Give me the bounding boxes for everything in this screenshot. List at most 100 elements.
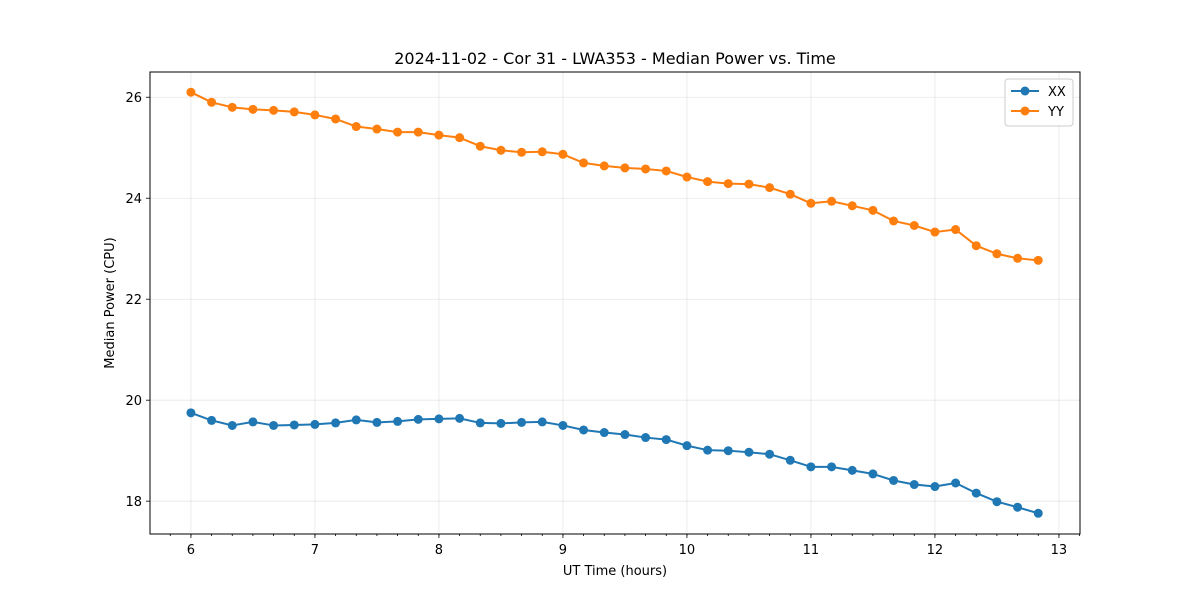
x-tick-label: 9 <box>559 543 567 558</box>
data-point-xx <box>558 420 568 430</box>
legend-swatch-marker <box>1020 106 1030 116</box>
data-point-yy <box>765 183 775 193</box>
y-tick-label: 18 <box>125 495 142 510</box>
data-point-yy <box>537 147 547 157</box>
y-tick-label: 22 <box>125 293 142 308</box>
x-tick-label: 12 <box>927 543 944 558</box>
data-point-yy <box>331 114 341 124</box>
x-tick-label: 13 <box>1051 543 1068 558</box>
x-tick-label: 6 <box>187 543 195 558</box>
data-point-yy <box>186 87 196 97</box>
data-point-yy <box>806 198 816 208</box>
data-point-yy <box>434 130 444 140</box>
data-point-xx <box>785 455 795 465</box>
data-point-yy <box>269 105 279 115</box>
chart-title: 2024-11-02 - Cor 31 - LWA353 - Median Po… <box>394 49 836 68</box>
data-point-yy <box>909 221 919 230</box>
data-point-yy <box>579 158 589 168</box>
x-tick-label: 7 <box>311 543 319 558</box>
x-axis-label: UT Time (hours) <box>563 564 667 579</box>
data-point-xx <box>475 418 485 428</box>
x-tick-label: 11 <box>803 543 820 558</box>
data-point-xx <box>537 417 547 427</box>
data-point-xx <box>682 441 692 451</box>
x-tick-label: 8 <box>435 543 443 558</box>
data-point-xx <box>930 482 940 492</box>
data-point-xx <box>868 469 878 479</box>
data-point-xx <box>909 480 919 490</box>
data-point-xx <box>289 420 299 430</box>
data-point-yy <box>227 102 237 112</box>
data-point-yy <box>620 163 630 173</box>
data-point-xx <box>434 414 444 424</box>
data-point-xx <box>413 414 423 424</box>
data-point-yy <box>372 124 382 134</box>
legend-label: XX <box>1048 85 1066 100</box>
data-point-xx <box>517 417 527 427</box>
data-point-xx <box>186 408 196 418</box>
data-point-xx <box>971 488 981 498</box>
axes-frame <box>149 71 1081 535</box>
data-point-yy <box>599 161 609 171</box>
data-point-yy <box>661 166 671 176</box>
data-point-xx <box>1013 502 1023 512</box>
data-point-yy <box>289 107 299 117</box>
data-point-xx <box>847 465 857 475</box>
data-point-xx <box>372 417 382 427</box>
data-point-xx <box>1033 508 1043 518</box>
data-point-yy <box>723 179 733 189</box>
y-tick-label: 20 <box>125 394 142 409</box>
data-point-xx <box>806 462 816 472</box>
data-point-xx <box>599 428 609 438</box>
data-point-yy <box>1033 255 1043 265</box>
data-point-yy <box>517 147 527 157</box>
data-point-yy <box>744 179 754 189</box>
y-axis-label: Median Power (CPU) <box>103 237 118 368</box>
data-point-xx <box>310 419 320 429</box>
y-tick-label: 24 <box>125 192 142 207</box>
x-tick-label: 10 <box>679 543 696 558</box>
data-point-xx <box>496 418 506 428</box>
data-point-xx <box>641 433 651 443</box>
data-point-xx <box>827 462 837 472</box>
y-tick-label: 26 <box>125 91 142 106</box>
data-point-xx <box>889 475 899 485</box>
data-point-yy <box>393 127 403 137</box>
data-point-xx <box>579 425 589 435</box>
data-point-yy <box>868 205 878 215</box>
legend: XX YY <box>1004 78 1074 127</box>
data-point-xx <box>620 430 630 440</box>
data-point-xx <box>331 418 341 428</box>
data-point-xx <box>455 413 465 423</box>
data-point-xx <box>744 447 754 457</box>
data-point-yy <box>703 177 713 187</box>
legend-label: YY <box>1047 105 1064 120</box>
data-point-yy <box>827 196 837 206</box>
data-point-xx <box>207 415 217 425</box>
data-point-yy <box>951 225 961 235</box>
data-point-yy <box>413 127 423 137</box>
data-point-xx <box>351 415 361 425</box>
data-point-xx <box>248 417 258 427</box>
data-point-yy <box>248 104 258 114</box>
data-point-yy <box>475 141 485 151</box>
data-point-yy <box>558 149 568 159</box>
data-point-yy <box>785 189 795 199</box>
data-point-yy <box>351 122 361 132</box>
plot-area: 6 7 8 9 10 11 12 13 18 20 22 24 26 <box>125 71 1081 558</box>
data-point-xx <box>765 449 775 459</box>
data-point-yy <box>207 97 217 107</box>
data-point-xx <box>227 420 237 430</box>
data-point-yy <box>930 227 940 237</box>
data-point-xx <box>269 420 279 430</box>
data-point-yy <box>1013 253 1023 263</box>
data-point-yy <box>496 145 506 155</box>
data-point-xx <box>393 416 403 426</box>
data-point-xx <box>703 445 713 455</box>
data-point-yy <box>889 216 899 226</box>
data-point-yy <box>992 249 1002 259</box>
data-point-xx <box>723 446 733 456</box>
data-point-xx <box>951 478 961 488</box>
data-point-yy <box>682 172 692 182</box>
